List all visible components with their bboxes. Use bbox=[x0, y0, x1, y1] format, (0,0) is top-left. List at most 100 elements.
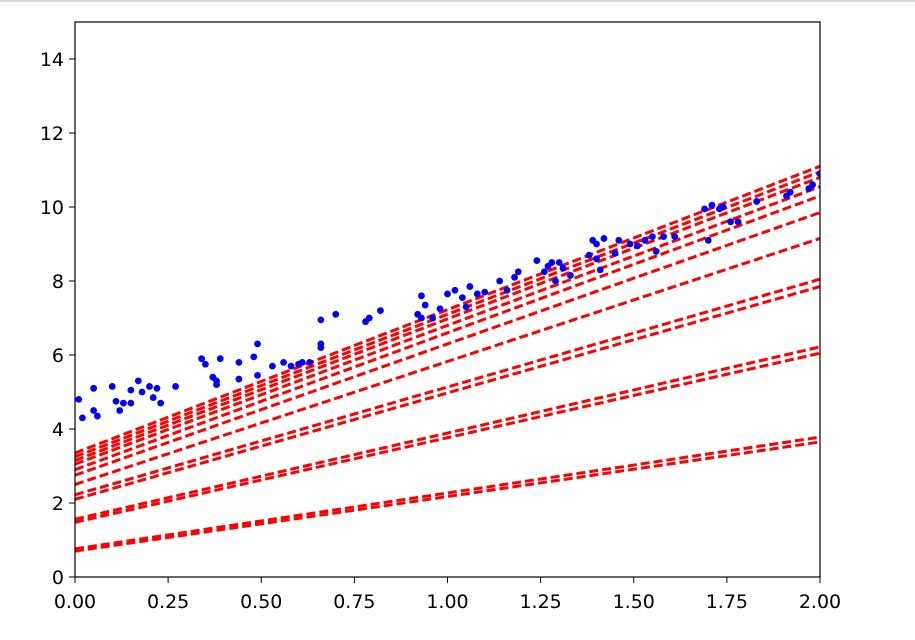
prediction-line-step-2 bbox=[75, 435, 820, 551]
data-point bbox=[90, 384, 98, 392]
data-point bbox=[280, 359, 287, 366]
data-point bbox=[254, 340, 261, 348]
data-point bbox=[418, 314, 425, 322]
data-point bbox=[146, 383, 153, 390]
data-points bbox=[75, 170, 820, 422]
data-point bbox=[418, 292, 425, 300]
data-point bbox=[317, 316, 325, 324]
data-point bbox=[540, 268, 548, 276]
data-point bbox=[365, 314, 373, 322]
data-point bbox=[149, 394, 157, 401]
x-tick-label: 0.75 bbox=[333, 591, 375, 613]
data-point bbox=[671, 233, 679, 241]
data-point bbox=[127, 399, 135, 407]
y-tick-label: 14 bbox=[40, 49, 64, 71]
data-point bbox=[660, 233, 667, 241]
data-point bbox=[332, 310, 340, 318]
data-point bbox=[306, 359, 314, 366]
data-point bbox=[466, 283, 474, 290]
x-tick-label: 1.50 bbox=[613, 591, 655, 613]
y-axis: 0 2 4 6 8 10 12 14 bbox=[40, 49, 75, 589]
data-point bbox=[216, 355, 224, 363]
prediction-line-step-12 bbox=[75, 170, 820, 459]
prediction-line-step-1 bbox=[75, 440, 820, 553]
y-tick-label: 12 bbox=[40, 123, 64, 145]
data-point bbox=[704, 236, 712, 244]
data-point bbox=[436, 305, 444, 313]
data-point bbox=[555, 259, 563, 266]
data-point bbox=[462, 303, 470, 311]
prediction-line-step-10 bbox=[75, 185, 820, 466]
data-point bbox=[552, 277, 559, 285]
data-point bbox=[503, 286, 511, 294]
prediction-line-step-3 bbox=[75, 351, 820, 524]
x-tick-label: 0.25 bbox=[147, 591, 189, 613]
regression-lines bbox=[75, 164, 820, 553]
data-point bbox=[172, 383, 179, 390]
data-point bbox=[514, 268, 522, 276]
data-point bbox=[648, 233, 656, 241]
data-point bbox=[473, 290, 481, 298]
data-point bbox=[548, 259, 556, 266]
data-point bbox=[127, 386, 135, 394]
data-point bbox=[593, 255, 600, 263]
data-point bbox=[421, 301, 429, 309]
y-tick-label: 8 bbox=[52, 271, 64, 293]
data-point bbox=[90, 407, 98, 414]
prediction-line-step-13 bbox=[75, 164, 820, 455]
data-point bbox=[138, 388, 146, 396]
data-point bbox=[816, 170, 820, 178]
data-point bbox=[134, 377, 142, 385]
data-point bbox=[120, 399, 127, 407]
data-point bbox=[511, 273, 518, 281]
data-point bbox=[75, 396, 83, 403]
data-point bbox=[298, 359, 306, 366]
data-point bbox=[235, 359, 243, 366]
data-point bbox=[269, 362, 276, 370]
data-point bbox=[116, 407, 124, 414]
data-point bbox=[451, 286, 459, 294]
x-tick-label: 1.25 bbox=[519, 591, 561, 613]
data-point bbox=[567, 272, 574, 279]
data-point bbox=[559, 264, 567, 272]
y-tick-label: 10 bbox=[40, 197, 64, 219]
data-point bbox=[708, 201, 716, 209]
data-point bbox=[79, 414, 86, 422]
data-point bbox=[317, 340, 325, 348]
prediction-line-step-9 bbox=[75, 194, 820, 472]
data-point bbox=[481, 288, 489, 296]
data-point bbox=[157, 399, 165, 407]
data-point bbox=[429, 314, 436, 322]
data-point bbox=[734, 218, 742, 226]
y-tick-label: 4 bbox=[52, 419, 64, 441]
data-point bbox=[753, 198, 761, 205]
data-point bbox=[213, 381, 220, 388]
y-tick-label: 2 bbox=[52, 493, 64, 515]
data-point bbox=[786, 188, 794, 196]
data-point bbox=[701, 205, 708, 213]
data-point bbox=[93, 412, 101, 420]
data-point bbox=[287, 362, 295, 370]
data-point bbox=[596, 266, 604, 274]
prediction-line-step-7 bbox=[75, 237, 820, 486]
prediction-line-step-6 bbox=[75, 277, 820, 497]
data-point bbox=[235, 375, 243, 383]
data-point bbox=[377, 307, 384, 314]
data-point bbox=[201, 360, 209, 368]
y-tick-label: 6 bbox=[52, 345, 64, 367]
data-point bbox=[250, 353, 258, 361]
data-point bbox=[459, 294, 466, 302]
data-point bbox=[198, 355, 206, 363]
x-axis: 0.00 0.25 0.50 0.75 1.00 1.25 1.50 1.75 2.00 bbox=[54, 577, 841, 613]
x-tick-label: 1.75 bbox=[706, 591, 748, 613]
x-tick-label: 1.00 bbox=[426, 591, 468, 613]
top-divider bbox=[0, 0, 915, 2]
x-tick-label: 0.50 bbox=[240, 591, 282, 613]
data-point bbox=[108, 383, 116, 390]
data-point bbox=[641, 236, 649, 244]
data-point bbox=[444, 290, 451, 298]
data-point bbox=[809, 181, 816, 189]
plot-frame bbox=[74, 21, 821, 578]
data-point bbox=[626, 240, 634, 248]
x-tick-label: 0.00 bbox=[54, 591, 96, 613]
